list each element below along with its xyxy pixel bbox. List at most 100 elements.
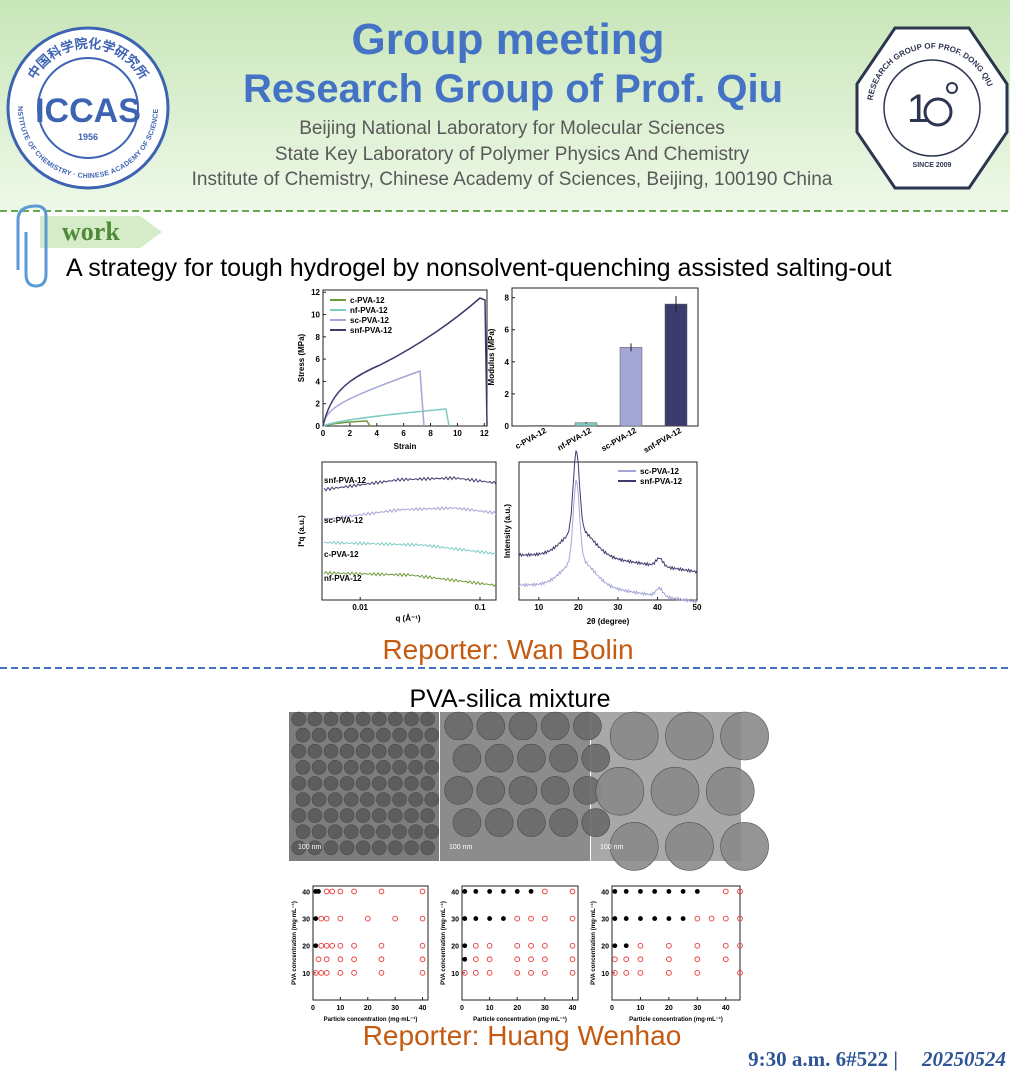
x-tick-label: 0.1 xyxy=(474,603,486,612)
point-gel xyxy=(666,916,671,921)
point-sol xyxy=(570,970,575,975)
x-tick-label: snf-PVA-12 xyxy=(642,426,683,455)
particle xyxy=(324,841,338,855)
particle xyxy=(324,809,338,823)
particle xyxy=(388,809,402,823)
point-sol xyxy=(529,970,534,975)
axis-label: Modulus (MPa) xyxy=(487,328,496,385)
y-tick-label: 30 xyxy=(601,917,609,924)
point-gel xyxy=(462,957,467,962)
particle xyxy=(372,809,386,823)
y-tick-label: 10 xyxy=(302,971,310,978)
x-tick-label: 20 xyxy=(513,1005,521,1012)
particle xyxy=(312,825,326,839)
particle xyxy=(376,760,390,774)
particle xyxy=(421,809,435,823)
x-tick-label: 50 xyxy=(693,603,702,612)
particle xyxy=(388,712,402,726)
particle xyxy=(582,744,610,772)
particle xyxy=(340,712,354,726)
particle xyxy=(425,728,439,742)
particle xyxy=(356,809,370,823)
point-sol xyxy=(695,970,700,975)
point-sol xyxy=(393,916,398,921)
point-sol xyxy=(330,943,335,948)
y-tick-label: 40 xyxy=(451,889,459,896)
particle xyxy=(376,825,390,839)
particle xyxy=(550,744,578,772)
logo-year: 1956 xyxy=(78,132,98,142)
point-sol xyxy=(324,889,329,894)
point-gel xyxy=(666,889,671,894)
particle xyxy=(292,809,306,823)
point-sol xyxy=(352,889,357,894)
point-sol xyxy=(624,957,629,962)
curve-label: nf-PVA-12 xyxy=(324,574,362,583)
point-sol xyxy=(324,943,329,948)
plot-frame xyxy=(323,290,487,426)
point-sol xyxy=(338,970,343,975)
point-sol xyxy=(695,943,700,948)
y-tick-label: 8 xyxy=(505,294,510,303)
x-tick-label: 10 xyxy=(534,603,543,612)
point-gel xyxy=(462,943,467,948)
y-tick-label: 10 xyxy=(451,971,459,978)
point-gel xyxy=(462,916,467,921)
point-sol xyxy=(723,889,728,894)
point-sol xyxy=(612,957,617,962)
particle xyxy=(393,793,407,807)
particle xyxy=(721,712,769,760)
particle xyxy=(665,712,713,760)
point-sol xyxy=(723,943,728,948)
point-sol xyxy=(319,970,324,975)
particle xyxy=(388,744,402,758)
y-tick-label: 8 xyxy=(316,333,321,342)
particle xyxy=(421,841,435,855)
particle xyxy=(582,809,610,837)
point-sol xyxy=(515,943,520,948)
scale-bar: 100 nm xyxy=(600,844,624,851)
curve-label: c-PVA-12 xyxy=(324,550,359,559)
scale-bar: 100 nm xyxy=(298,844,322,851)
point-sol xyxy=(723,957,728,962)
particle xyxy=(453,744,481,772)
particle xyxy=(324,776,338,790)
point-gel xyxy=(612,889,617,894)
curve-label: snf-PVA-12 xyxy=(324,476,367,485)
legend-label: c-PVA-12 xyxy=(350,296,385,305)
point-sol xyxy=(666,943,671,948)
point-sol xyxy=(352,957,357,962)
subtitle: Research Group of Prof. Qiu xyxy=(243,67,783,111)
particle xyxy=(425,793,439,807)
particle xyxy=(421,776,435,790)
particle xyxy=(344,760,358,774)
particle xyxy=(376,728,390,742)
particle xyxy=(372,712,386,726)
x-tick-label: 40 xyxy=(419,1005,427,1012)
particle xyxy=(372,841,386,855)
x-tick-label: c-PVA-12 xyxy=(514,426,549,451)
particle xyxy=(477,712,505,740)
particle xyxy=(356,776,370,790)
reporter: Reporter: Huang Wenhao xyxy=(363,1020,682,1051)
point-sol xyxy=(529,916,534,921)
axis-label: Particle concentration (mg·mL⁻¹) xyxy=(324,1016,418,1023)
plot-frame xyxy=(462,886,578,1000)
particle xyxy=(296,793,310,807)
x-tick-label: 30 xyxy=(391,1005,399,1012)
point-sol xyxy=(666,970,671,975)
particle xyxy=(651,767,699,815)
particle xyxy=(376,793,390,807)
particle xyxy=(409,825,423,839)
particle xyxy=(721,822,769,870)
y-tick-label: 20 xyxy=(601,944,609,951)
particle xyxy=(421,712,435,726)
particle xyxy=(344,793,358,807)
point-sol xyxy=(570,889,575,894)
y-tick-label: 2 xyxy=(316,400,321,409)
particle xyxy=(308,776,322,790)
particle xyxy=(328,728,342,742)
y-tick-label: 40 xyxy=(601,889,609,896)
particle xyxy=(312,760,326,774)
particle xyxy=(404,841,418,855)
